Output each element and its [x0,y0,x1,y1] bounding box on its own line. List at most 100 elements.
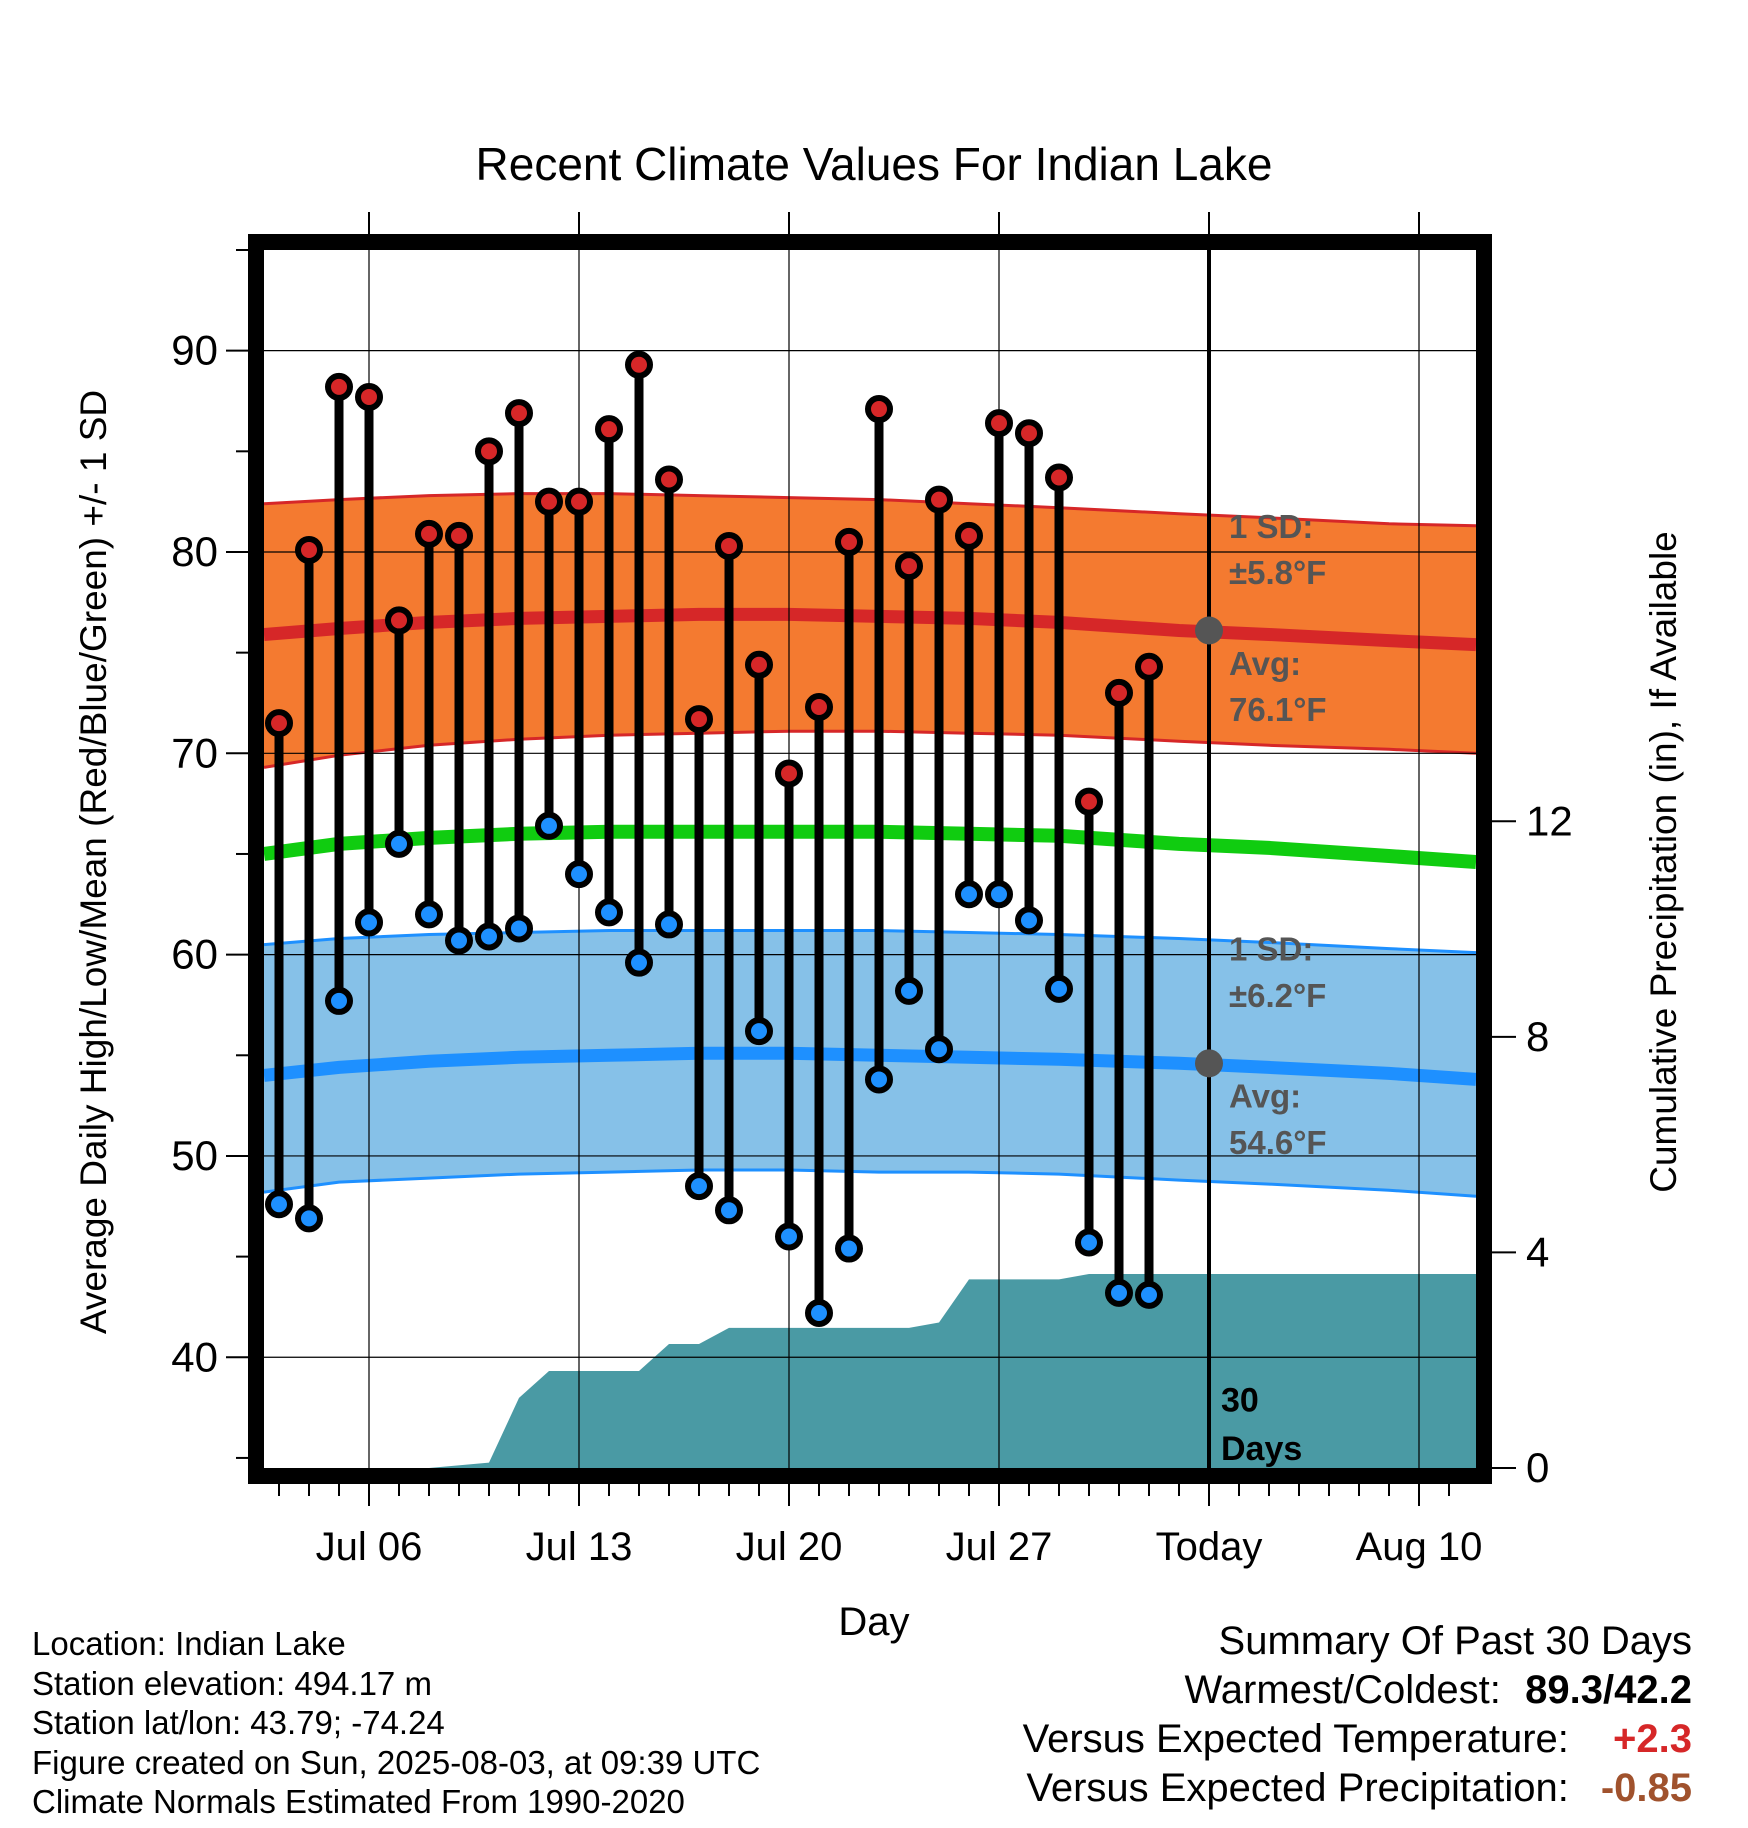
daily-low-point [535,811,563,840]
info-created: Figure created on Sun, 2025-08-03, at 09… [32,1743,761,1781]
y2-tick-label: 12 [1526,797,1573,844]
daily-low-point [955,880,983,909]
daily-low-point [475,922,503,951]
low-sd-label: 1 SD: [1229,931,1313,968]
station-info: Location: Indian Lake Station elevation:… [32,1624,760,1822]
high-avg-label: Avg: [1229,645,1301,682]
summary-temp: Versus Expected Temperature: +2.3 [1023,1715,1692,1764]
daily-high-point [925,485,953,514]
y-tick-label: 60 [171,931,218,978]
precip-label: Versus Expected Precipitation: [1026,1766,1569,1810]
daily-high-point [445,521,473,550]
y-axis-label: Average Daily High/Low/Mean (Red/Blue/Gr… [73,390,114,1334]
daily-high-point [265,709,293,738]
daily-low-point [865,1065,893,1094]
daily-low-point [295,1204,323,1233]
x-tick-label: Aug 10 [1356,1525,1483,1569]
today-low-avg-marker [1195,1049,1223,1078]
temp-label: Versus Expected Temperature: [1022,1717,1569,1761]
daily-high-point [385,606,413,635]
warm-cold-value: 89.3/42.2 [1525,1668,1692,1712]
low-sd-band-upper-edge [264,929,1476,955]
y-tick-label: 50 [171,1132,218,1179]
x-tick-label: Jul 20 [736,1525,843,1569]
daily-high-point [625,350,653,379]
daily-high-point [505,399,533,428]
normal-mean-line [264,824,1476,869]
y2-tick-label: 8 [1526,1013,1549,1060]
y-tick-label: 70 [171,729,218,776]
daily-high-point [955,521,983,550]
daily-high-point [325,372,353,401]
daily-high-point [1015,419,1043,448]
x-tick-label: Today [1156,1525,1263,1569]
daily-high-point [895,552,923,581]
daily-high-point [565,487,593,516]
daily-low-point [775,1222,803,1251]
daily-low-point [385,829,413,858]
daily-high-point [865,395,893,424]
daily-low-point [895,976,923,1005]
daily-low-point [835,1234,863,1263]
daily-high-point [655,465,683,494]
high-avg-value: 76.1°F [1229,691,1327,728]
window-label-unit: Days [1221,1430,1302,1468]
daily-high-point [715,531,743,560]
low-sd-value: ±6.2°F [1229,977,1326,1014]
daily-high-point [1105,678,1133,707]
normal-low-line [264,1046,1476,1086]
info-location: Location: Indian Lake [32,1625,346,1662]
daily-low-point [1045,974,1073,1003]
daily-low-point [805,1298,833,1327]
daily-low-point [445,926,473,955]
daily-low-point [1075,1228,1103,1257]
info-elevation: Station elevation: 494.17 m [32,1664,432,1702]
daily-low-point [685,1172,713,1201]
summary-warm-cold: Warmest/Coldest: 89.3/42.2 [1023,1666,1693,1715]
info-latlon: Station lat/lon: 43.79; -74.24 [32,1704,445,1741]
daily-high-point [595,415,623,444]
daily-low-point [505,914,533,943]
daily-low-point [415,900,443,929]
x-tick-label: Jul 27 [946,1525,1053,1569]
daily-low-point [655,910,683,939]
plot-layers [264,492,1476,1468]
daily-low-point [355,908,383,937]
daily-low-point [1015,906,1043,935]
high-sd-band-upper-edge [264,492,1476,528]
plot-area: 1 SD: ±5.8°F Avg: 76.1°F 1 SD: ±6.2°F Avg: 54.6… [171,212,1573,1569]
precip-area [264,1274,1476,1468]
summary-title: Summary Of Past 30 Days [1218,1619,1692,1663]
daily-high-point [1045,463,1073,492]
daily-high-point [745,650,773,679]
daily-low-point [925,1035,953,1064]
low-sd-band [264,930,1476,1197]
low-avg-value: 54.6°F [1229,1124,1327,1161]
daily-high-point [775,759,803,788]
window-label-number: 30 [1221,1382,1259,1420]
daily-high-point [535,487,563,516]
daily-high-point [805,693,833,722]
y2-tick-label: 4 [1526,1228,1549,1275]
x-axis [278,212,1450,1506]
high-sd-band [264,493,1476,768]
daily-low-point [265,1190,293,1219]
daily-low-point [715,1196,743,1225]
normal-high-line [264,607,1476,652]
high-sd-band-lower-edge [264,729,1476,769]
y2-axis-label: Cumulative Precipitation (in), If Availa… [1643,531,1684,1193]
y-axis-right [1492,820,1516,1469]
x-tick-label: Jul 13 [526,1525,633,1569]
warm-cold-label: Warmest/Coldest: [1184,1668,1501,1712]
daily-low-point [325,986,353,1015]
plot-frame [248,234,1492,1484]
y-tick-label: 80 [171,528,218,575]
temp-value: +2.3 [1613,1717,1692,1761]
y-tick-label: 90 [171,327,218,374]
daily-stems [265,350,1163,1327]
x-tick-label: Jul 06 [316,1525,423,1569]
daily-high-point [1135,652,1163,681]
precip-value: -0.85 [1600,1766,1692,1810]
daily-low-point [1135,1280,1163,1309]
